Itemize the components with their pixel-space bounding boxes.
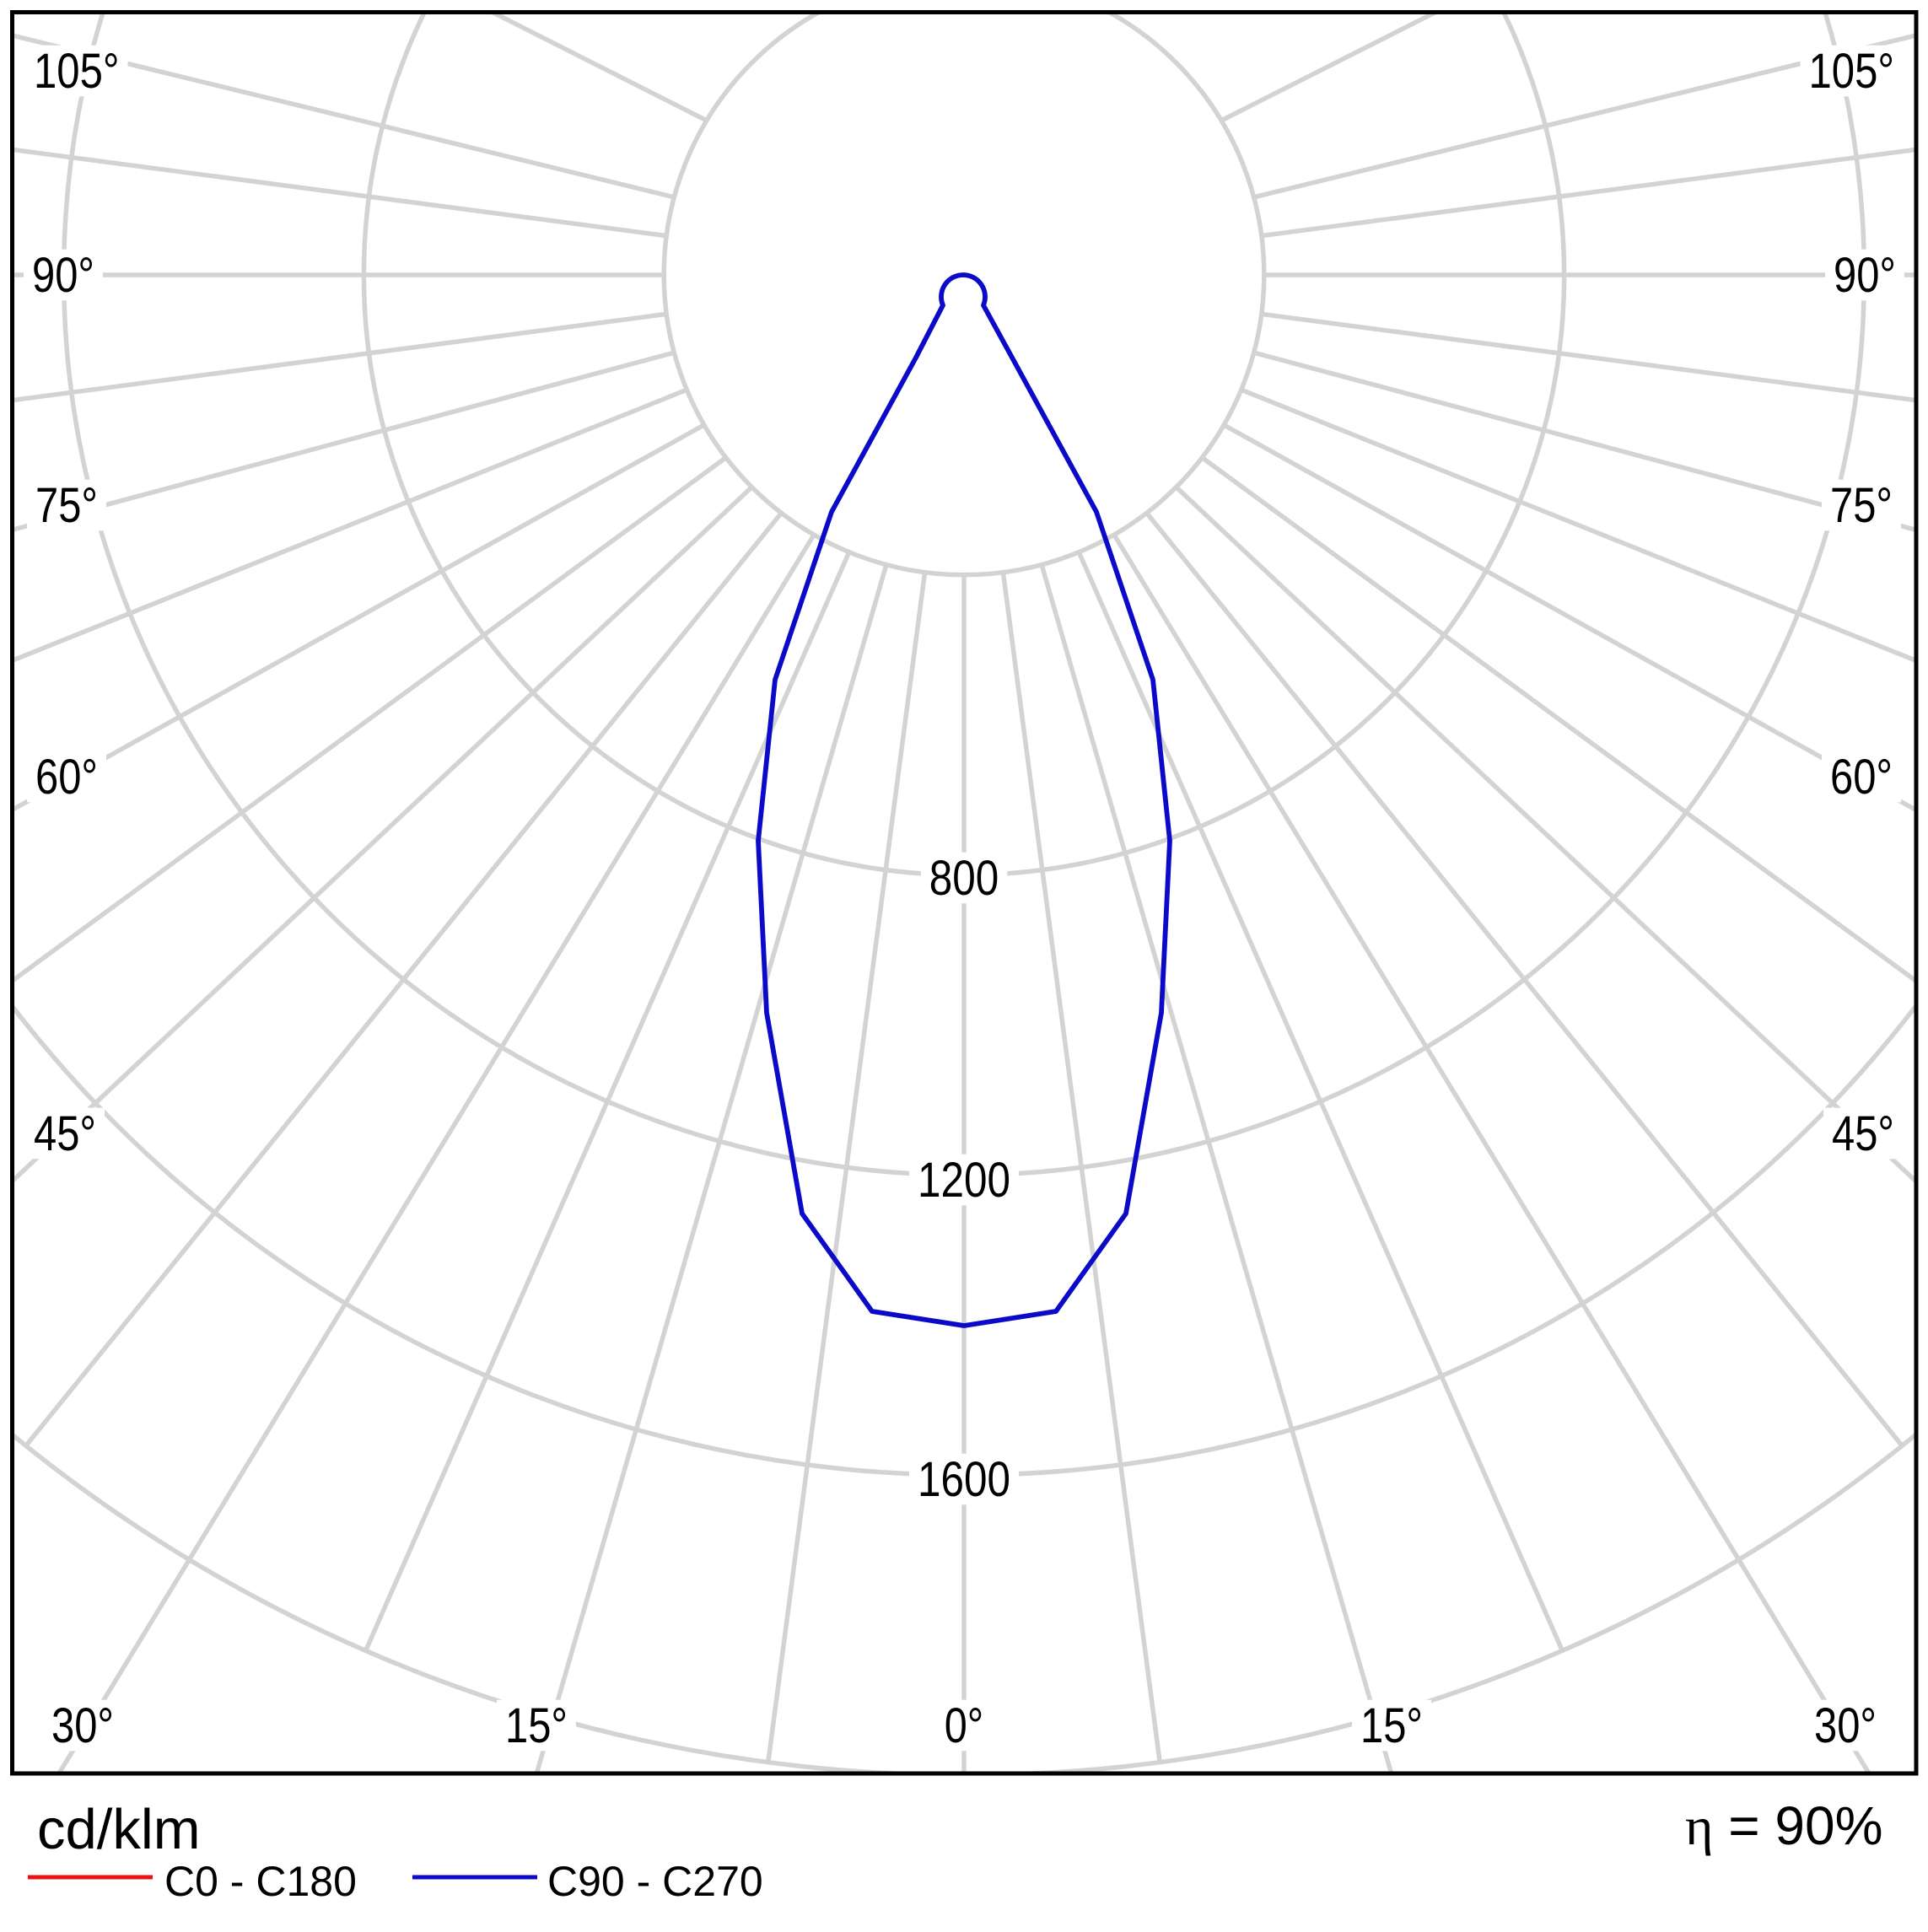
svg-text:45°: 45° — [1832, 1106, 1894, 1161]
svg-text:75°: 75° — [35, 478, 98, 533]
svg-text:105°: 105° — [34, 44, 120, 99]
svg-text:1600: 1600 — [918, 1452, 1010, 1507]
svg-text:0°: 0° — [945, 1698, 984, 1753]
svg-text:45°: 45° — [34, 1106, 96, 1161]
svg-text:30°: 30° — [51, 1698, 114, 1753]
svg-text:75°: 75° — [1830, 478, 1893, 533]
svg-text:1200: 1200 — [918, 1153, 1010, 1208]
svg-text:60°: 60° — [1830, 750, 1893, 805]
svg-text:30°: 30° — [1814, 1698, 1877, 1753]
svg-text:15°: 15° — [505, 1698, 568, 1753]
svg-text:60°: 60° — [35, 750, 98, 805]
svg-text:800: 800 — [929, 851, 999, 906]
svg-text:90°: 90° — [1834, 248, 1896, 303]
svg-text:15°: 15° — [1360, 1698, 1423, 1753]
svg-text:90°: 90° — [32, 248, 94, 303]
svg-text:105°: 105° — [1809, 44, 1895, 99]
